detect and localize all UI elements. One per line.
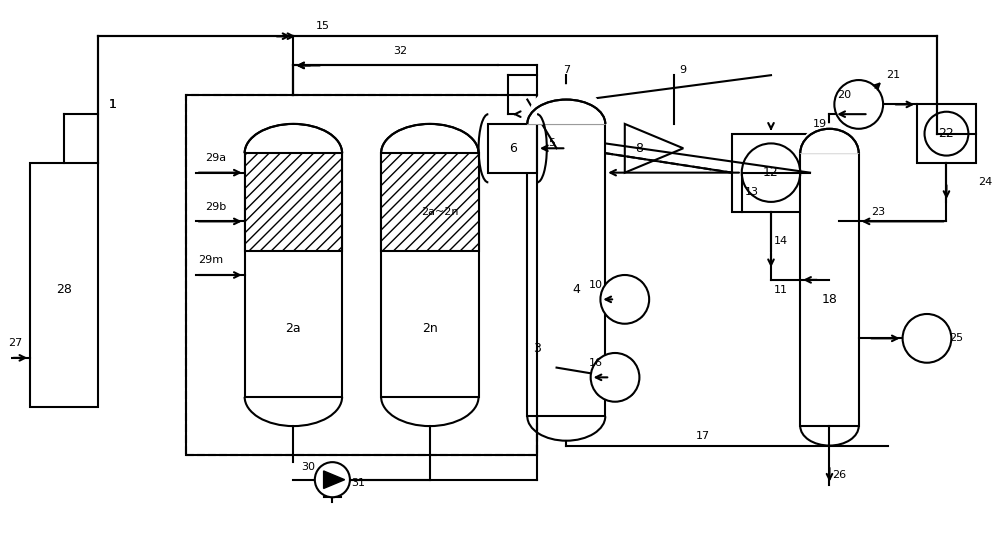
- Text: 12: 12: [763, 166, 779, 179]
- Text: 22: 22: [939, 127, 954, 140]
- Bar: [381, 153, 479, 397]
- Text: 5: 5: [548, 139, 555, 148]
- Bar: [381, 153, 479, 251]
- Wedge shape: [800, 124, 859, 153]
- Bar: [917, 104, 976, 163]
- Text: 14: 14: [774, 236, 788, 246]
- Bar: [186, 95, 537, 455]
- Text: 17: 17: [696, 431, 710, 441]
- Text: 32: 32: [394, 46, 408, 56]
- Text: 25: 25: [949, 333, 963, 343]
- Wedge shape: [527, 85, 605, 124]
- Text: 23: 23: [871, 207, 885, 217]
- Bar: [800, 153, 859, 426]
- Bar: [30, 163, 98, 406]
- Bar: [732, 134, 810, 212]
- Text: 8: 8: [635, 142, 643, 155]
- Polygon shape: [324, 471, 345, 488]
- Text: 2a~2n: 2a~2n: [421, 207, 458, 217]
- Circle shape: [834, 80, 883, 129]
- Circle shape: [591, 353, 639, 402]
- Wedge shape: [245, 104, 342, 153]
- Text: 19: 19: [813, 119, 827, 129]
- Text: 27: 27: [8, 338, 23, 348]
- Text: 1: 1: [109, 98, 117, 111]
- Text: 2a: 2a: [286, 322, 301, 335]
- Text: 29m: 29m: [198, 255, 223, 266]
- Text: 15: 15: [316, 21, 330, 31]
- Text: 16: 16: [589, 358, 603, 368]
- Text: 7: 7: [563, 65, 570, 75]
- Text: 29a: 29a: [205, 153, 226, 163]
- Circle shape: [315, 462, 350, 497]
- Text: 18: 18: [822, 293, 837, 306]
- Circle shape: [600, 275, 649, 324]
- Wedge shape: [381, 104, 479, 153]
- Text: 30: 30: [301, 462, 315, 472]
- Bar: [488, 124, 537, 173]
- Text: 24: 24: [978, 178, 993, 188]
- Text: 13: 13: [745, 187, 759, 197]
- Text: 6: 6: [509, 142, 517, 155]
- Bar: [245, 153, 342, 397]
- Text: 20: 20: [837, 90, 851, 100]
- Text: 1: 1: [109, 98, 117, 111]
- Text: 28: 28: [56, 283, 72, 296]
- Text: 29b: 29b: [205, 202, 226, 212]
- Text: 10: 10: [589, 280, 603, 290]
- Circle shape: [903, 314, 951, 363]
- Bar: [245, 153, 342, 251]
- Text: 4: 4: [572, 283, 580, 296]
- Bar: [186, 95, 537, 455]
- Text: 31: 31: [351, 477, 365, 488]
- Text: 9: 9: [680, 65, 687, 75]
- Text: 11: 11: [774, 284, 788, 295]
- Text: 21: 21: [886, 70, 900, 80]
- Text: 2n: 2n: [422, 322, 438, 335]
- Text: 26: 26: [832, 470, 846, 480]
- Bar: [527, 124, 605, 416]
- Text: 3: 3: [533, 342, 541, 355]
